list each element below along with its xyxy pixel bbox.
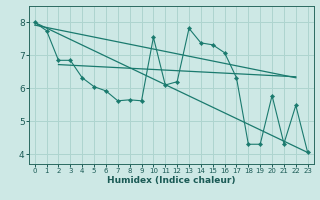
- X-axis label: Humidex (Indice chaleur): Humidex (Indice chaleur): [107, 176, 236, 185]
